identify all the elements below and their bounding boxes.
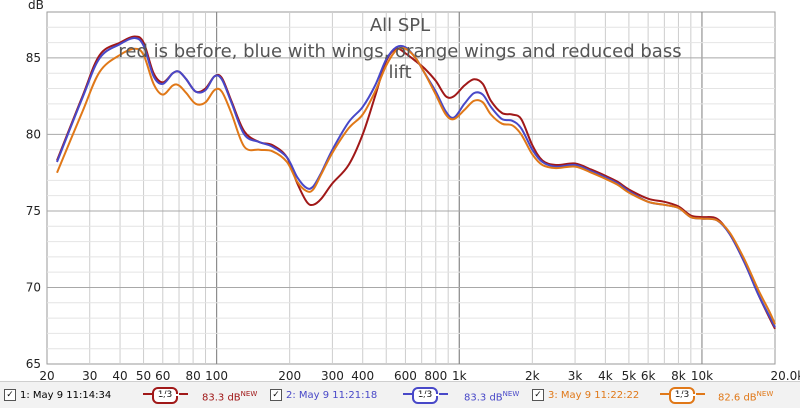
- legend-swatch-2b: [439, 393, 448, 395]
- x-tick-label: 30: [82, 369, 97, 381]
- y-tick-label: 85: [26, 51, 41, 65]
- x-tick-label: 6k: [641, 369, 656, 381]
- legend-swatch-1: [143, 393, 152, 395]
- y-tick-label: 70: [26, 280, 41, 294]
- x-tick-label: 3k: [568, 369, 583, 381]
- legend-level-value-3: 82.6 dB: [718, 392, 757, 403]
- legend-name-3: 3: May 9 11:22:22: [548, 390, 639, 401]
- x-tick-label: 8k: [671, 369, 686, 381]
- legend-level-3: 82.6 dBNEW: [718, 390, 773, 403]
- legend-new-badge-2: NEW: [503, 390, 520, 398]
- legend-swatch-1b: [179, 393, 188, 395]
- legend-level-2: 83.3 dBNEW: [464, 390, 519, 403]
- x-tick-label: 50: [136, 369, 151, 381]
- y-tick-label: 75: [26, 204, 41, 218]
- x-tick-label: 10k: [691, 369, 713, 381]
- legend-level-1: 83.3 dBNEW: [202, 390, 257, 403]
- chart-subtitle-line: lift: [388, 62, 411, 83]
- x-tick-label: 300: [321, 369, 344, 381]
- chart-title: All SPL: [370, 15, 430, 36]
- x-tick-label: 5k: [622, 369, 637, 381]
- smoothing-button-1[interactable]: 1/3: [152, 387, 178, 404]
- legend-swatch-3b: [696, 393, 705, 395]
- x-tick-label: 800: [424, 369, 447, 381]
- legend-swatch-2: [403, 393, 412, 395]
- x-tick-label: 2k: [525, 369, 540, 381]
- x-tick-label: 1k: [452, 369, 467, 381]
- legend-level-value-2: 83.3 dB: [464, 392, 503, 403]
- spl-chart: 20 30 40 50 60 80 100 200 300 400 600 800 1k 2k 3k 4k 5k…: [0, 0, 800, 381]
- smoothing-button-2[interactable]: 1/3: [412, 387, 438, 404]
- x-tick-label: 200: [278, 369, 301, 381]
- x-tick-label: 60: [155, 369, 170, 381]
- legend-bar: ✓ 1: May 9 11:14:34 1/3 83.3 dBNEW ✓ 2: …: [0, 381, 800, 408]
- x-tick-label: 100: [205, 369, 228, 381]
- x-tick-label: 4k: [598, 369, 613, 381]
- y-tick-label: 65: [26, 357, 41, 371]
- legend-swatch-3: [660, 393, 669, 395]
- legend-checkbox-1[interactable]: ✓: [4, 389, 16, 401]
- y-axis-label: dB: [28, 0, 44, 12]
- legend-new-badge-1: NEW: [241, 390, 258, 398]
- x-tick-label: 20.0kHz: [771, 369, 800, 381]
- legend-checkbox-2[interactable]: ✓: [270, 389, 282, 401]
- chart-subtitle-line: red is before, blue with wings, orange w…: [118, 41, 681, 62]
- x-tick-label: 40: [112, 369, 127, 381]
- legend-new-badge-3: NEW: [757, 390, 774, 398]
- legend-level-value-1: 83.3 dB: [202, 392, 241, 403]
- x-tick-label: 400: [351, 369, 374, 381]
- legend-checkbox-3[interactable]: ✓: [532, 389, 544, 401]
- smoothing-button-3[interactable]: 1/3: [669, 387, 695, 404]
- legend-name-2: 2: May 9 11:21:18: [286, 390, 377, 401]
- y-tick-label: 80: [26, 127, 41, 141]
- x-tick-label: 20: [39, 369, 54, 381]
- x-tick-label: 600: [394, 369, 417, 381]
- legend-name-1: 1: May 9 11:14:34: [20, 390, 111, 401]
- x-tick-label: 80: [185, 369, 200, 381]
